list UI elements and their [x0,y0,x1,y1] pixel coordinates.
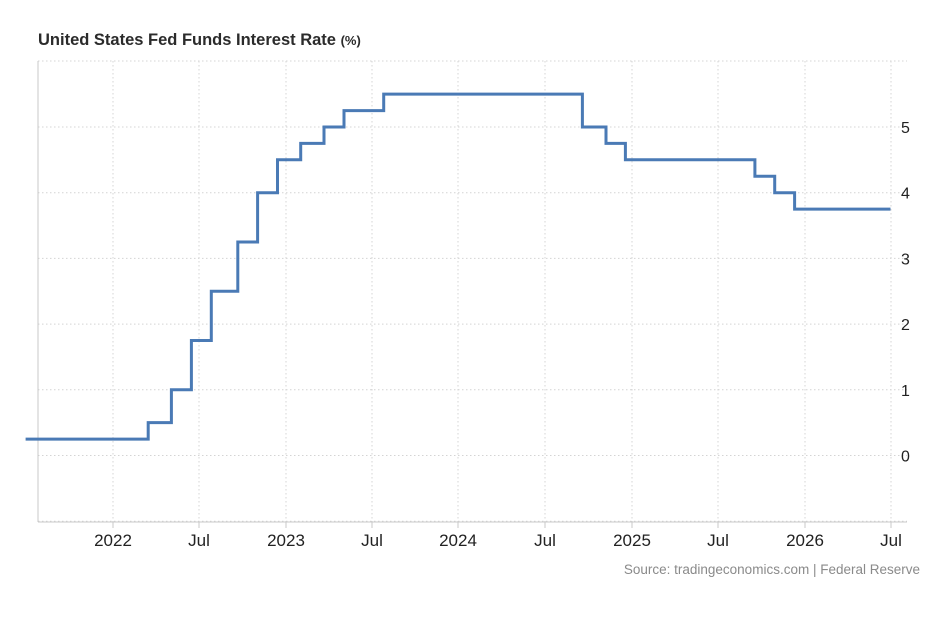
source-note: Source: tradingeconomics.com | Federal R… [623,562,920,577]
x-tick-label: Jul [361,531,383,550]
y-tick-label: 3 [901,251,910,268]
rate-point [256,191,260,195]
y-tick-label: 1 [901,383,910,400]
chart-title-text: United States Fed Funds Interest Rate [38,31,336,49]
y-tick-label: 2 [901,317,910,334]
rate-point [236,240,240,244]
rate-point [299,141,303,145]
rate-point [580,125,584,129]
rate-point [169,388,173,392]
rate-point [189,339,193,343]
rate-point [382,92,386,96]
y-tick-label: 4 [901,186,910,203]
rate-point [753,174,757,178]
axis-layer [37,61,907,528]
fed-funds-rate-chart: 0 1 2 3 4 5 2022 Jul 2023 Jul 2024 Jul 2025 Jul 2026 Ju… [24,60,910,550]
rate-step-line [25,92,891,441]
chart-title-unit: (%) [340,33,361,48]
x-tick-label: Jul [880,531,902,550]
x-tick-label: 2023 [267,531,305,550]
rate-point [322,125,326,129]
x-tick-label: 2024 [439,531,477,550]
rate-point [342,109,346,113]
chart-title: United States Fed Funds Interest Rate (%… [38,31,361,50]
x-tick-label: 2026 [786,531,824,550]
y-tick-label: 0 [901,449,910,466]
y-tick-label: 5 [901,120,910,137]
rate-point [793,207,797,211]
rate-point [276,158,280,162]
x-tick-label: 2025 [613,531,651,550]
rate-point [889,207,893,211]
grid-layer [38,60,907,522]
x-tick-label: Jul [534,531,556,550]
series-layer [24,92,893,441]
rate-point [604,141,608,145]
tick-label-layer: 0 1 2 3 4 5 2022 Jul 2023 Jul 2024 Jul 2025 Jul 2026 Ju… [94,120,910,550]
rate-point [24,437,28,441]
x-tick-label: Jul [707,531,729,550]
x-tick-label: 2022 [94,531,132,550]
x-tick-label: Jul [188,531,210,550]
rate-point [623,158,627,162]
rate-point [146,421,150,425]
rate-point [209,289,213,293]
rate-point [773,191,777,195]
